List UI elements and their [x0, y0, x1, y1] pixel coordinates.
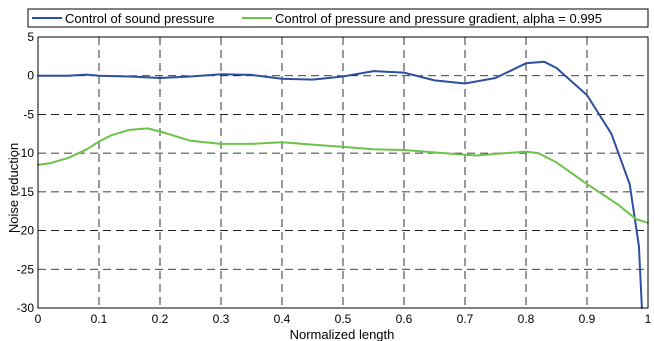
x-tick-label: 0.2: [152, 312, 169, 326]
x-tick-label: 0: [35, 312, 42, 326]
series-line-1: [37, 127, 649, 224]
x-tick-label: 0.6: [396, 312, 413, 326]
x-tick-label: 0.5: [335, 312, 352, 326]
y-tick-label: 0: [27, 69, 34, 83]
x-tick-label: 0.1: [91, 312, 108, 326]
y-tick-label: -5: [23, 107, 34, 121]
series-layer: [37, 60, 649, 309]
grid-lines: [38, 37, 648, 308]
legend: Control of sound pressure Control of pre…: [27, 8, 649, 28]
x-tick-label: 0.8: [518, 312, 535, 326]
legend-label-sound-pressure: Control of sound pressure: [65, 11, 215, 26]
y-tick-label: -25: [17, 262, 35, 276]
y-tick-label: -15: [17, 185, 35, 199]
x-tick-label: 0.4: [274, 312, 291, 326]
x-tick-label: 0.3: [213, 312, 230, 326]
axis-ticks: 0 0.1 0.2 0.3 0.4 0.5 0.6 0.7 0.8 0.9 1 5 0 -5 -10 -15 -…: [17, 30, 652, 326]
y-tick-label: 5: [27, 30, 34, 44]
legend-box: [27, 8, 649, 28]
legend-label-pressure-gradient: Control of pressure and pressure gradien…: [275, 11, 602, 26]
y-tick-label: -10: [17, 146, 35, 160]
x-tick-label: 0.9: [579, 312, 596, 326]
x-axis-label: Normalized length: [290, 327, 395, 341]
y-axis-label: Noise reduction: [6, 143, 21, 233]
y-tick-label: -30: [17, 301, 35, 315]
y-tick-label: -20: [17, 224, 35, 238]
series-line-0: [37, 60, 643, 309]
x-tick-label: 1: [645, 312, 652, 326]
plot-frame: [37, 36, 649, 309]
x-tick-label: 0.7: [457, 312, 474, 326]
